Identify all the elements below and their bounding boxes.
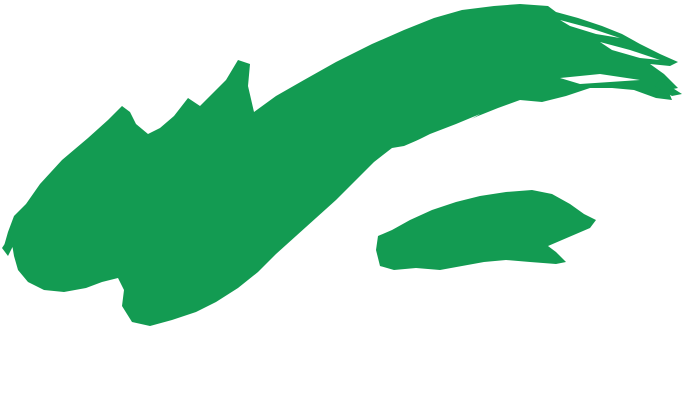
tail-wisp-right (654, 80, 682, 96)
main-brush-stroke (4, 4, 678, 326)
stroke-gap-4 (560, 74, 640, 84)
stroke-gap-2 (600, 42, 660, 60)
secondary-brush-stroke (376, 190, 596, 270)
stroke-gap-1 (406, 114, 480, 146)
stroke-gap-3 (560, 20, 620, 38)
tail-wisp-left (2, 236, 14, 256)
